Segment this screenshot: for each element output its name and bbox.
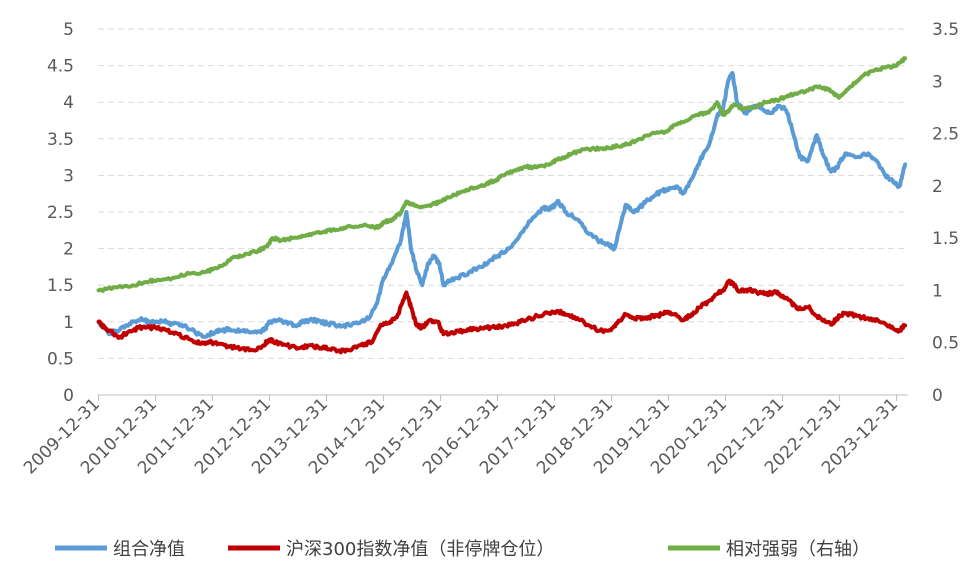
y-left-tick-label: 3.5 [47, 130, 74, 150]
series-line [96, 70, 908, 339]
y-left-tick-label: 5 [63, 20, 74, 40]
y-left-tick-label: 0 [63, 386, 74, 406]
series-line [96, 56, 908, 293]
series-lines [96, 56, 908, 355]
legend: 组合净值 沪深300指数净值（非停牌仓位） 相对强弱（右轴） [55, 539, 870, 560]
y-left-tick-label: 3 [63, 166, 74, 186]
y-right-tick-label: 2.5 [932, 125, 959, 145]
y-left-tick-label: 1.5 [47, 276, 74, 296]
series-line [96, 278, 908, 355]
y-right-tick-label: 3.5 [932, 20, 959, 40]
y-right-tick-label: 0 [932, 386, 943, 406]
x-tick-labels: 2009-12-312010-12-312011-12-312012-12-31… [20, 394, 902, 478]
legend-label: 沪深300指数净值（非停牌仓位） [286, 539, 554, 560]
y-right-tick-label: 3 [932, 72, 943, 92]
y-right-tick-label: 2 [932, 177, 943, 197]
legend-label: 相对强弱（右轴） [726, 539, 870, 560]
y-left-tick-label: 2.5 [47, 203, 74, 223]
y-left-tick-label: 2 [63, 240, 74, 260]
y-left-tick-label: 0.5 [47, 349, 74, 369]
y-right-tick-labels: 0 0.5 1 1.5 2 2.5 3 3.5 [932, 20, 959, 406]
axes [98, 394, 908, 401]
grid-lines [98, 28, 908, 359]
y-right-tick-label: 1 [932, 281, 943, 301]
y-right-tick-label: 1.5 [932, 229, 959, 249]
legend-label: 组合净值 [113, 539, 185, 560]
y-left-tick-labels: 0 0.5 1 1.5 2 2.5 3 3.5 4 4.5 5 [47, 20, 74, 406]
y-left-tick-label: 1 [63, 313, 74, 333]
y-right-tick-label: 0.5 [932, 334, 959, 354]
y-left-tick-label: 4 [63, 93, 74, 113]
y-left-tick-label: 4.5 [47, 57, 74, 77]
